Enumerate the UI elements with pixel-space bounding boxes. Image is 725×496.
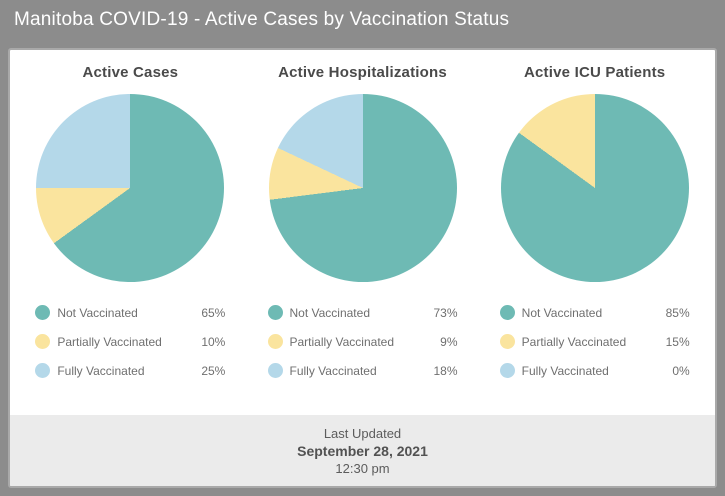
legend-swatch-fully-vaccinated-icon	[499, 363, 515, 378]
last-updated-footer: Last Updated September 28, 2021 12:30 pm	[10, 415, 715, 486]
legend-item-fully-vaccinated: Fully Vaccinated 18%	[267, 356, 458, 385]
legend-label: Fully Vaccinated	[521, 363, 609, 378]
legend-swatch-partially-vaccinated-icon	[499, 334, 515, 349]
chart-title: Active ICU Patients	[523, 64, 666, 81]
app-header: Manitoba COVID-19 - Active Cases by Vacc…	[0, 0, 725, 40]
chart-active-cases: Active Cases Not Vaccinated 65% Partiall…	[16, 50, 245, 415]
legend-value: 18%	[433, 363, 458, 378]
pie-chart-active-icu-patients	[500, 94, 689, 282]
chart-active-icu-patients: Active ICU Patients Not Vaccinated 85% P…	[480, 50, 709, 415]
last-updated-date: September 28, 2021	[297, 442, 428, 459]
legend-item-partially-vaccinated: Partially Vaccinated 10%	[35, 327, 225, 356]
pie-chart-active-hospitalizations	[268, 94, 457, 282]
legend-value: 10%	[201, 334, 226, 349]
legend-item-partially-vaccinated: Partially Vaccinated 9%	[267, 327, 458, 356]
legend-value: 85%	[665, 305, 690, 320]
legend-swatch-partially-vaccinated-icon	[35, 334, 51, 349]
last-updated-time: 12:30 pm	[335, 460, 390, 476]
legend-swatch-partially-vaccinated-icon	[267, 334, 283, 349]
legend-item-not-vaccinated: Not Vaccinated 73%	[267, 298, 458, 327]
legend-label: Fully Vaccinated	[289, 363, 377, 378]
legend-label: Not Vaccinated	[57, 305, 138, 320]
legend-label: Partially Vaccinated	[521, 334, 627, 349]
legend-label: Not Vaccinated	[521, 305, 603, 320]
pie-chart-active-cases	[36, 94, 225, 282]
legend-label: Not Vaccinated	[289, 305, 371, 320]
legend-swatch-not-vaccinated-icon	[267, 305, 283, 320]
legend-swatch-fully-vaccinated-icon	[35, 363, 51, 378]
legend-item-partially-vaccinated: Partially Vaccinated 15%	[499, 327, 690, 356]
chart-active-hospitalizations: Active Hospitalizations Not Vaccinated 7…	[248, 50, 477, 415]
legend: Not Vaccinated 85% Partially Vaccinated …	[499, 298, 690, 385]
chart-title: Active Hospitalizations	[278, 64, 447, 81]
page-title: Manitoba COVID-19 - Active Cases by Vacc…	[14, 9, 510, 30]
legend-swatch-not-vaccinated-icon	[35, 305, 51, 320]
legend-value: 15%	[665, 334, 690, 349]
legend-label: Partially Vaccinated	[289, 334, 395, 349]
legend-label: Fully Vaccinated	[57, 363, 145, 378]
charts-row: Active Cases Not Vaccinated 65% Partiall…	[10, 50, 715, 415]
legend-item-not-vaccinated: Not Vaccinated 85%	[499, 298, 690, 327]
legend-value: 0%	[672, 363, 690, 378]
legend-value: 65%	[201, 305, 226, 320]
legend-swatch-fully-vaccinated-icon	[267, 363, 283, 378]
legend: Not Vaccinated 73% Partially Vaccinated …	[267, 298, 458, 385]
legend-item-not-vaccinated: Not Vaccinated 65%	[35, 298, 225, 327]
legend-value: 25%	[201, 363, 226, 378]
legend-value: 73%	[433, 305, 458, 320]
legend: Not Vaccinated 65% Partially Vaccinated …	[35, 298, 225, 385]
legend-value: 9%	[440, 334, 458, 349]
dashboard-card: Active Cases Not Vaccinated 65% Partiall…	[8, 48, 717, 488]
last-updated-label: Last Updated	[323, 425, 402, 441]
legend-item-fully-vaccinated: Fully Vaccinated 25%	[35, 356, 225, 385]
legend-item-fully-vaccinated: Fully Vaccinated 0%	[499, 356, 690, 385]
chart-title: Active Cases	[82, 64, 179, 81]
legend-label: Partially Vaccinated	[57, 334, 162, 349]
legend-swatch-not-vaccinated-icon	[499, 305, 515, 320]
